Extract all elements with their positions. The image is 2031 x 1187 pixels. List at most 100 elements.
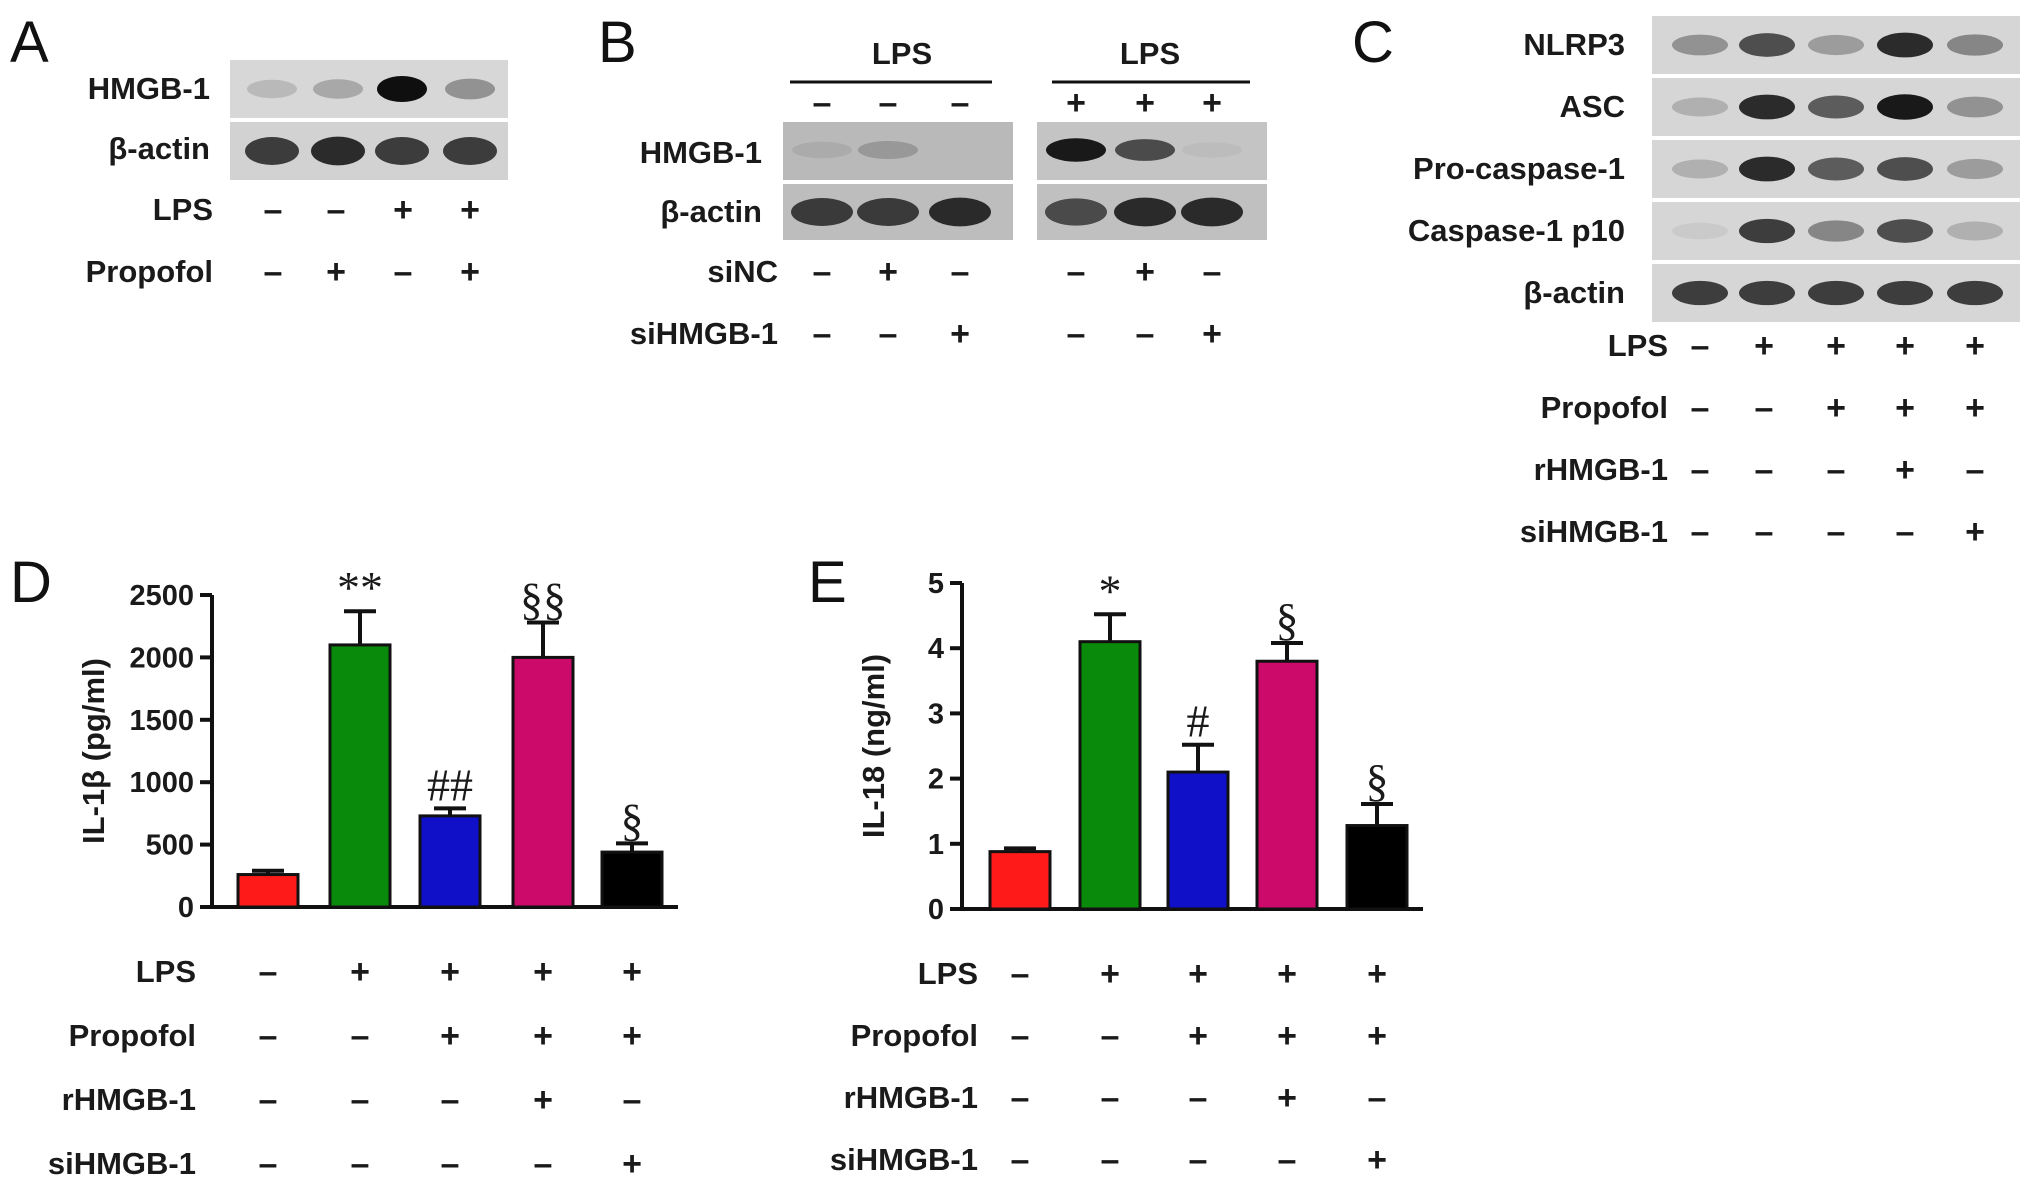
chart-d-cond-sign-propofol-1: – (259, 1017, 278, 1055)
blot-c-row-label-beta-actin: β-actin (1523, 275, 1625, 310)
chart-d-annotation-3: ## (427, 759, 473, 810)
chart-e-cond-sign-propofol-1: – (1011, 1017, 1030, 1055)
chart-d-cond-sign-lps-4: + (533, 953, 553, 991)
chart-d-cond-label-lps: LPS (136, 954, 196, 989)
blot-c-cond-sign-sihmgb-1-3: – (1827, 513, 1846, 551)
blot-a-band-actin-3 (375, 137, 429, 165)
blot-c-cond-label-rhmgb-1: rHMGB-1 (1534, 452, 1668, 487)
blot-b-lps-sign-6: + (1202, 84, 1222, 122)
chart-d-cond-sign-rhmgb-1-4: + (533, 1081, 553, 1119)
blot-a-cond-sign-lps-2: – (327, 191, 346, 229)
blot-c-cond-label-lps: LPS (1608, 328, 1668, 363)
blot-c-cond-sign-lps-4: + (1895, 327, 1915, 365)
blot-c-cond-sign-propofol-4: + (1895, 389, 1915, 427)
blot-c-band-beta-actin-5 (1947, 280, 2003, 306)
chart-d-cond-sign-sihmgb-1-3: – (441, 1145, 460, 1183)
chart-e-annotation-3: # (1187, 696, 1210, 747)
chart-d-bar-5 (600, 850, 664, 909)
blot-c-cond-sign-rhmgb-1-4: + (1895, 451, 1915, 489)
panel-c: C NLRP3 ASC Pro-caspase-1 Caspase-1 p10 β-ac… (1352, 10, 2020, 551)
blot-c-row-label-asc: ASC (1560, 89, 1625, 124)
blot-c-band-pro-caspase-1-2 (1739, 156, 1795, 182)
blot-c-cond-label-propofol: Propofol (1541, 390, 1668, 425)
blot-a-band-hmgb1-4 (445, 78, 495, 100)
chart-e-ytick-label-3: 2 (928, 764, 944, 796)
blot-a-band-actin-2 (311, 136, 365, 166)
blot-b-band-actin-2 (857, 198, 919, 226)
blot-c-cond-sign-lps-2: + (1754, 327, 1774, 365)
blot-c-band-beta-actin-1 (1672, 280, 1728, 306)
blot-a-band-hmgb1-1 (247, 79, 297, 99)
blot-c-band-nlrp3-3 (1808, 34, 1864, 56)
blot-a-cond-label-lps: LPS (153, 192, 213, 227)
blot-b-lps-sign-5: + (1135, 84, 1155, 122)
blot-b-group1-header: LPS (872, 36, 932, 71)
blot-c-cond-sign-rhmgb-1-2: – (1755, 451, 1774, 489)
blot-c-band-caspase-1-p10-4 (1877, 219, 1933, 243)
panel-a-label: A (10, 10, 49, 75)
blot-b-hmgb1-strip-1 (783, 122, 1013, 180)
blot-c-cond-sign-rhmgb-1-3: – (1827, 451, 1846, 489)
blot-c-cond-sign-sihmgb-1-4: – (1896, 513, 1915, 551)
blot-a-cond-sign-lps-1: – (264, 191, 283, 229)
blot-c-cond-label-sihmgb-1: siHMGB-1 (1520, 514, 1668, 549)
chart-e-cond-label-propofol: Propofol (851, 1018, 978, 1053)
blot-a-cond-label-propofol: Propofol (86, 254, 213, 289)
panel-d: D 0 500 1000 1500 2000 2500 IL-1β (pg/ml) ** ## §… (10, 550, 678, 1183)
chart-e-bar-4 (1255, 659, 1319, 911)
chart-d-bar-4 (511, 655, 575, 909)
blot-c-band-asc-5 (1947, 96, 2003, 118)
chart-d-cond-sign-rhmgb-1-3: – (441, 1081, 460, 1119)
blot-c-band-asc-2 (1739, 94, 1795, 120)
blot-c-band-nlrp3-4 (1877, 32, 1933, 58)
blot-a-band-hmgb1-2 (313, 79, 363, 99)
chart-e-cond-label-lps: LPS (918, 956, 978, 991)
chart-d-cond-sign-propofol-3: + (440, 1017, 460, 1055)
blot-b-lps-sign-2: – (879, 84, 898, 122)
blot-c-cond-sign-propofol-5: + (1965, 389, 1985, 427)
blot-b-cond-sign-sihmgb-1-6: + (1202, 315, 1222, 353)
chart-e-cond-sign-rhmgb-1-5: – (1368, 1079, 1387, 1117)
blot-b-cond-label-sihmgb-1: siHMGB-1 (630, 316, 778, 351)
blot-b-cond-sign-sinc-6: – (1203, 253, 1222, 291)
chart-e-cond-sign-sihmgb-1-4: – (1278, 1141, 1297, 1179)
chart-e-cond-sign-sihmgb-1-5: + (1367, 1141, 1387, 1179)
blot-b-cond-sign-sinc-4: – (1067, 253, 1086, 291)
chart-e-ylabel: IL-18 (ng/ml) (856, 654, 891, 838)
chart-e-cond-sign-rhmgb-1-3: – (1189, 1079, 1208, 1117)
chart-d-annotation-4: §§ (520, 573, 566, 624)
chart-d-ytick-label-5: 2000 (129, 642, 194, 674)
chart-d-cond-sign-sihmgb-1-4: – (534, 1145, 553, 1183)
blot-c-band-beta-actin-2 (1739, 280, 1795, 306)
blot-b-band-actin-4 (1045, 198, 1107, 226)
blot-c-band-caspase-1-p10-1 (1672, 222, 1728, 240)
chart-e-cond-label-rhmgb-1: rHMGB-1 (844, 1080, 978, 1115)
chart-d-annotation-2: ** (337, 562, 383, 613)
chart-d-cond-sign-lps-3: + (440, 953, 460, 991)
panel-e-label: E (808, 550, 847, 615)
blot-b-band-hmgb1-5 (1115, 139, 1175, 161)
chart-e-cond-sign-rhmgb-1-1: – (1011, 1079, 1030, 1117)
chart-e-ytick-label-6: 5 (928, 568, 944, 600)
blot-c-band-nlrp3-1 (1672, 34, 1728, 56)
chart-d-cond-label-sihmgb-1: siHMGB-1 (48, 1146, 196, 1181)
panel-c-label: C (1352, 10, 1394, 75)
blot-b-band-hmgb1-4 (1046, 138, 1106, 162)
chart-d-ytick-label-1: 0 (178, 892, 194, 924)
blot-c-cond-sign-propofol-3: + (1826, 389, 1846, 427)
chart-e-cond-sign-propofol-3: + (1188, 1017, 1208, 1055)
blot-a-cond-sign-propofol-2: + (326, 253, 346, 291)
blot-b-cond-sign-sihmgb-1-4: – (1067, 315, 1086, 353)
blot-c-band-pro-caspase-1-1 (1672, 159, 1728, 179)
blot-b-band-hmgb1-2 (858, 140, 918, 160)
blot-c-band-pro-caspase-1-5 (1947, 158, 2003, 180)
chart-d-ytick-label-6: 2500 (129, 580, 194, 612)
blot-c-band-asc-3 (1808, 95, 1864, 119)
blot-b-band-hmgb1-1 (792, 141, 852, 159)
blot-b-row-label-actin: β-actin (660, 194, 762, 229)
chart-e-bar-2 (1078, 640, 1142, 911)
blot-c-band-caspase-1-p10-2 (1739, 218, 1795, 244)
blot-c-band-caspase-1-p10-3 (1808, 220, 1864, 242)
chart-e-cond-sign-lps-4: + (1277, 955, 1297, 993)
